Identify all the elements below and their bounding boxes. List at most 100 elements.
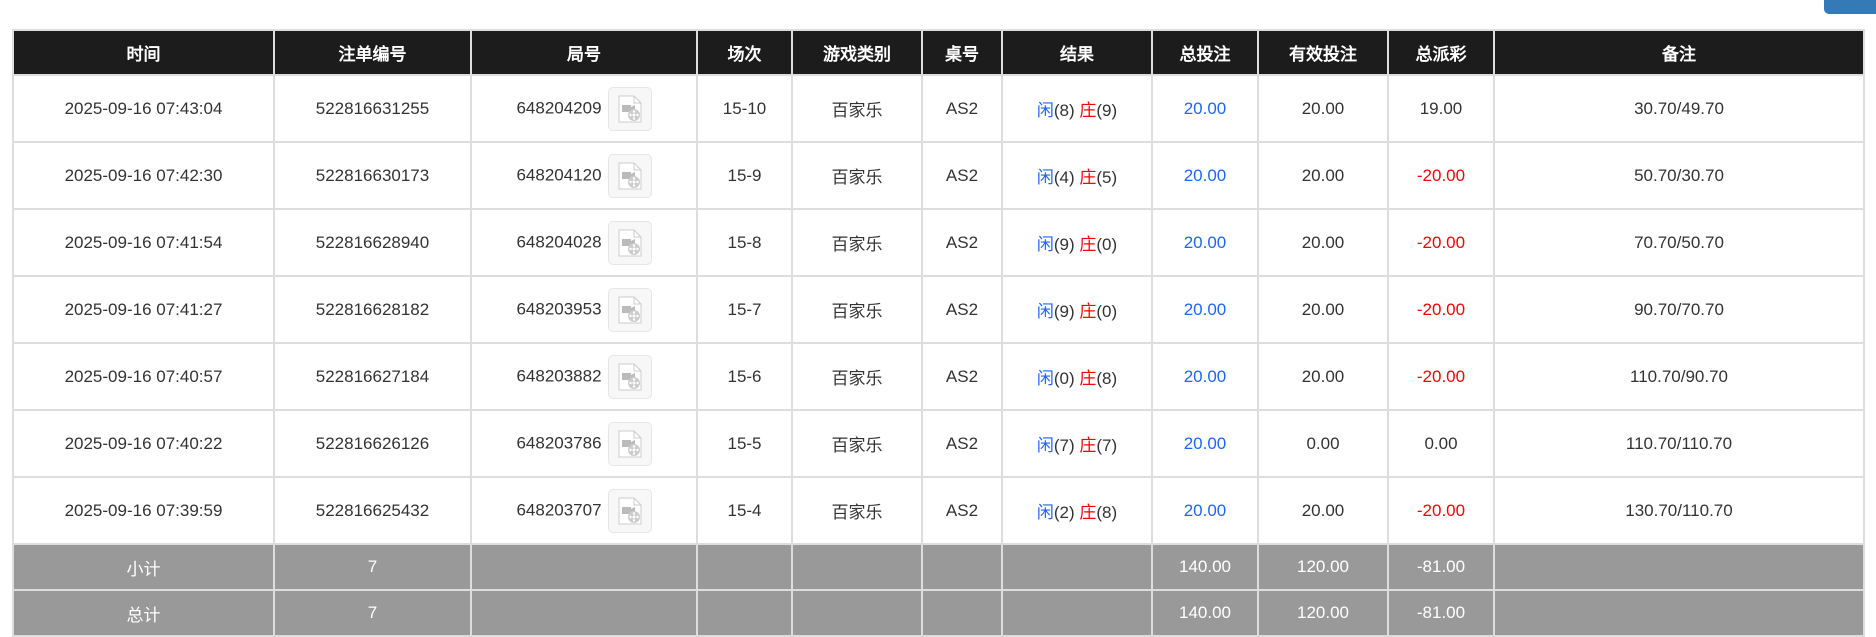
empty-cell [1493, 589, 1865, 637]
total-label: 总计 [12, 589, 275, 637]
table-no: AS2 [921, 342, 1003, 411]
table-row: 2025-09-16 07:40:22 522816626126 6482037… [12, 409, 1865, 478]
empty-cell [1493, 543, 1865, 591]
table-row: 2025-09-16 07:41:54 522816628940 6482040… [12, 208, 1865, 277]
empty-cell [696, 543, 793, 591]
game-type: 百家乐 [791, 409, 923, 478]
total-bet: 20.00 [1151, 409, 1259, 478]
shoe: 15-5 [696, 409, 793, 478]
shoe: 15-10 [696, 74, 793, 143]
result: 闲(8) 庄(9) [1001, 74, 1153, 143]
result: 闲(7) 庄(7) [1001, 409, 1153, 478]
subtotal-payout: -81.00 [1387, 543, 1495, 591]
column-header-total-payout[interactable]: 总派彩 [1387, 29, 1495, 76]
table-no: AS2 [921, 409, 1003, 478]
player-score: (8) [1053, 101, 1075, 120]
empty-cell [470, 543, 698, 591]
valid-bet: 20.00 [1257, 342, 1389, 411]
column-header-game-type[interactable]: 游戏类别 [791, 29, 923, 76]
note: 90.70/70.70 [1493, 275, 1865, 344]
bet-id: 522816628182 [273, 275, 472, 344]
total-count: 7 [273, 589, 472, 637]
banker-score: (0) [1096, 235, 1118, 254]
table-no: AS2 [921, 141, 1003, 210]
column-header-result[interactable]: 结果 [1001, 29, 1153, 76]
video-replay-icon[interactable] [607, 488, 652, 533]
round-cell: 648203953 [470, 275, 698, 344]
valid-bet: 20.00 [1257, 141, 1389, 210]
table-no: AS2 [921, 208, 1003, 277]
empty-cell [1001, 543, 1153, 591]
player-label: 闲 [1036, 302, 1054, 321]
banker-score: (5) [1096, 168, 1118, 187]
result: 闲(4) 庄(5) [1001, 141, 1153, 210]
shoe: 15-9 [696, 141, 793, 210]
column-header-valid-bet[interactable]: 有效投注 [1257, 29, 1389, 76]
banker-score: (7) [1096, 436, 1118, 455]
empty-cell [921, 589, 1003, 637]
shoe: 15-4 [696, 476, 793, 545]
column-header-round[interactable]: 局号 [470, 29, 698, 76]
round-cell: 648204028 [470, 208, 698, 277]
total-bet: 20.00 [1151, 476, 1259, 545]
table-row: 2025-09-16 07:39:59 522816625432 6482037… [12, 476, 1865, 545]
column-header-bet-id[interactable]: 注单编号 [273, 29, 472, 76]
note: 70.70/50.70 [1493, 208, 1865, 277]
video-replay-icon[interactable] [607, 153, 652, 198]
game-type: 百家乐 [791, 476, 923, 545]
subtotal-label: 小计 [12, 543, 275, 591]
video-replay-icon[interactable] [607, 287, 652, 332]
column-header-total-bet[interactable]: 总投注 [1151, 29, 1259, 76]
top-action-button[interactable] [1824, 0, 1876, 14]
bet-time: 2025-09-16 07:39:59 [12, 476, 275, 545]
bet-time: 2025-09-16 07:40:57 [12, 342, 275, 411]
empty-cell [791, 543, 923, 591]
round-cell: 648204120 [470, 141, 698, 210]
note: 50.70/30.70 [1493, 141, 1865, 210]
player-score: (9) [1053, 302, 1075, 321]
total-payout: -81.00 [1387, 589, 1495, 637]
total-payout: -20.00 [1387, 141, 1495, 210]
round-number: 648203882 [516, 365, 602, 385]
valid-bet: 20.00 [1257, 208, 1389, 277]
bet-time: 2025-09-16 07:40:22 [12, 409, 275, 478]
round-number: 648203953 [516, 298, 602, 318]
game-type: 百家乐 [791, 74, 923, 143]
bet-id: 522816625432 [273, 476, 472, 545]
note: 130.70/110.70 [1493, 476, 1865, 545]
column-header-note[interactable]: 备注 [1493, 29, 1865, 76]
result: 闲(2) 庄(8) [1001, 476, 1153, 545]
bet-time: 2025-09-16 07:42:30 [12, 141, 275, 210]
total-row: 总计 7 140.00 120.00 -81.00 [12, 589, 1865, 637]
shoe: 15-8 [696, 208, 793, 277]
video-replay-icon[interactable] [607, 421, 652, 466]
result: 闲(0) 庄(8) [1001, 342, 1153, 411]
video-replay-icon[interactable] [607, 220, 652, 265]
player-score: (0) [1053, 369, 1075, 388]
banker-score: (8) [1096, 503, 1118, 522]
bet-id: 522816627184 [273, 342, 472, 411]
empty-cell [696, 589, 793, 637]
column-header-shoe[interactable]: 场次 [696, 29, 793, 76]
table-no: AS2 [921, 74, 1003, 143]
bet-time: 2025-09-16 07:43:04 [12, 74, 275, 143]
column-header-time[interactable]: 时间 [12, 29, 275, 76]
column-header-table-no[interactable]: 桌号 [921, 29, 1003, 76]
total-payout: 0.00 [1387, 409, 1495, 478]
total-payout: -20.00 [1387, 476, 1495, 545]
player-label: 闲 [1036, 235, 1054, 254]
bet-id: 522816628940 [273, 208, 472, 277]
video-replay-icon[interactable] [607, 354, 652, 399]
note: 30.70/49.70 [1493, 74, 1865, 143]
round-number: 648203786 [516, 432, 602, 452]
banker-label: 庄 [1079, 369, 1097, 388]
round-number: 648204120 [516, 164, 602, 184]
player-label: 闲 [1036, 503, 1054, 522]
player-label: 闲 [1036, 369, 1054, 388]
total-total-bet: 140.00 [1151, 589, 1259, 637]
video-replay-icon[interactable] [607, 86, 652, 131]
total-bet: 20.00 [1151, 275, 1259, 344]
table-no: AS2 [921, 476, 1003, 545]
banker-label: 庄 [1079, 503, 1097, 522]
valid-bet: 20.00 [1257, 476, 1389, 545]
